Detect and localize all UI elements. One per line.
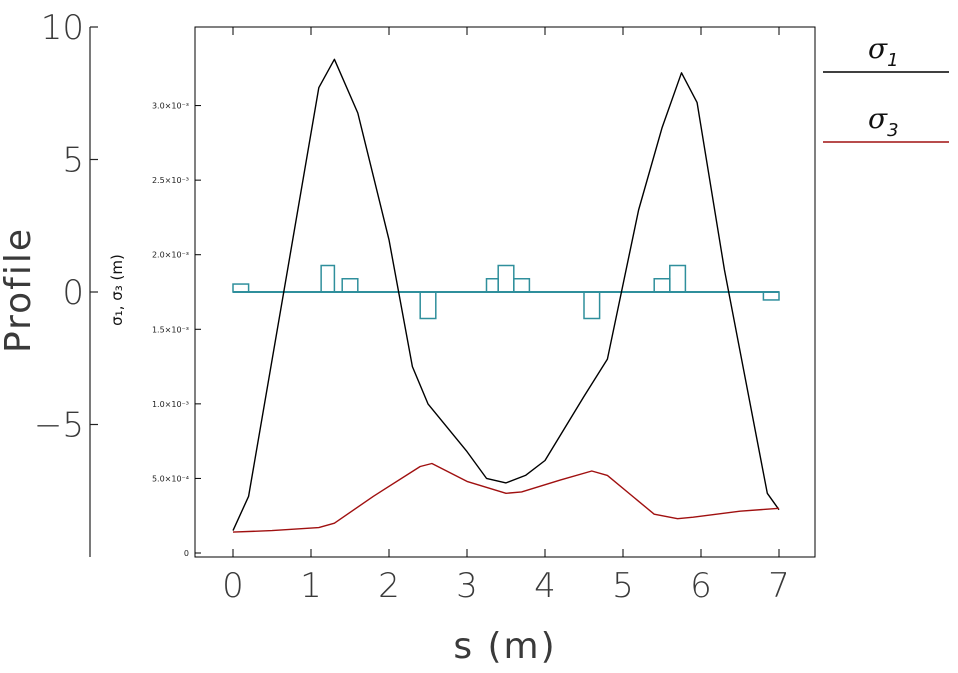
sigma-tick-label: 5.0×10⁻⁴: [152, 474, 189, 483]
profile-block: [497, 264, 515, 293]
sigma-tick-label: 2.0×10⁻³: [152, 251, 189, 260]
plot-border: [194, 26, 816, 558]
x-tick-label: 2: [378, 566, 400, 606]
x-tick-label: 7: [768, 566, 790, 606]
sigma-tick-label: 1.5×10⁻³: [152, 325, 189, 334]
profile-block: [583, 291, 601, 320]
profile-block: [669, 264, 687, 293]
profile-block: [485, 278, 499, 293]
x-tick-label: 0: [222, 566, 244, 606]
series-line-sigma1: [232, 58, 780, 531]
profile-tick-label: 0: [62, 273, 84, 313]
sigma-tick-label: 1.0×10⁻³: [152, 400, 189, 409]
sigma-axis: 0 5.0×10⁻⁴ 1.0×10⁻³ 1.5×10⁻³ 2.0×10⁻³ 2.5×10⁻…: [108, 102, 201, 558]
x-tick-label: 1: [300, 566, 322, 606]
sigma-tick-label: 3.0×10⁻³: [152, 102, 189, 111]
profile-block: [419, 291, 437, 320]
legend-label: σ1: [868, 32, 899, 71]
series-lines: [232, 58, 780, 533]
profile-block: [762, 291, 780, 301]
x-axis-title: s (m): [453, 626, 556, 667]
legend-label: σ3: [868, 102, 899, 141]
plot-frame: [194, 26, 816, 558]
x-axis: 0 1 2 3 4 5 6 7 s (m): [222, 27, 790, 667]
sigma-tick-label: 2.5×10⁻³: [152, 176, 189, 185]
profile-block: [341, 278, 359, 293]
profile-tick-label: 5: [62, 141, 84, 181]
sigma-axis-title: σ₁, σ₃ (m): [108, 254, 126, 326]
profile-axis-title: Profile: [0, 227, 39, 353]
series-line-sigma3: [232, 462, 780, 533]
profile-block: [232, 283, 250, 293]
profile-block: [653, 278, 671, 293]
x-tick-label: 4: [534, 566, 556, 606]
x-tick-label: 6: [690, 566, 712, 606]
lattice-profile: [232, 264, 780, 320]
profile-tick-label: 10: [41, 8, 84, 48]
profile-block: [513, 278, 531, 293]
x-tick-label: 5: [612, 566, 634, 606]
profile-tick-label: −5: [34, 406, 84, 446]
profile-block: [320, 264, 336, 293]
x-tick-label: 3: [456, 566, 478, 606]
sigma-tick-label: 0: [184, 549, 189, 558]
legend: σ1 σ3: [823, 32, 949, 143]
profile-axis: 10 5 0 −5 Profile: [0, 8, 98, 557]
